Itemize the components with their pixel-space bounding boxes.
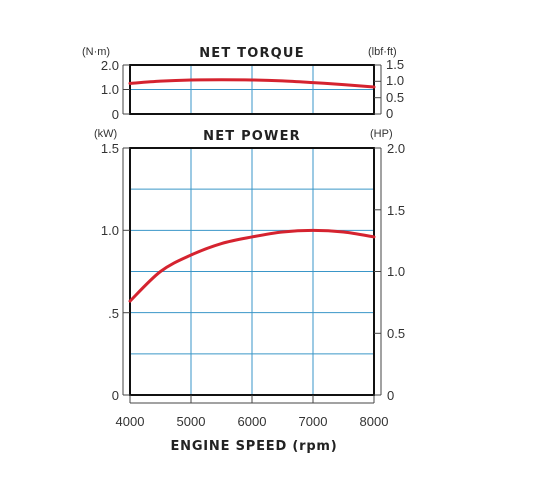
- power-right-tick-label-0: 0: [387, 388, 394, 403]
- power-right-tick-label-4: 2.0: [387, 141, 405, 156]
- power-right-tick-label-2: 1.0: [387, 264, 405, 279]
- power-left-unit: (kW): [94, 128, 117, 140]
- power-left-tick-label-2: 1.0: [101, 223, 119, 238]
- torque-left-unit: (N·m): [82, 46, 110, 58]
- torque-left-tick-label-2: 2.0: [101, 58, 119, 73]
- torque-title: NET TORQUE: [199, 46, 305, 61]
- torque-right-tick-label-2: 1.0: [386, 73, 404, 88]
- x-tick-label-3: 7000: [299, 414, 328, 429]
- torque-left-axis: 0 1.0 2.0: [101, 58, 130, 122]
- power-panel: NET POWER (kW) (HP) 0 .5 1.0 1.5 0 0.5 1…: [94, 128, 405, 403]
- power-right-tick-label-1: 0.5: [387, 326, 405, 341]
- torque-panel: NET TORQUE (N·m) (lbf·ft) 0 1.0 2.0 0 0.…: [82, 46, 404, 122]
- power-curve: [128, 228, 376, 303]
- power-right-tick-label-3: 1.5: [387, 203, 405, 218]
- torque-right-tick-label-1: 0.5: [386, 90, 404, 105]
- x-tick-label-0: 4000: [116, 414, 145, 429]
- torque-right-tick-label-3: 1.5: [386, 57, 404, 72]
- power-left-axis: 0 .5 1.0 1.5: [101, 141, 130, 403]
- power-left-tick-label-3: 1.5: [101, 141, 119, 156]
- power-right-axis: 0 0.5 1.0 1.5 2.0: [374, 141, 405, 403]
- x-axis-title: ENGINE SPEED (rpm): [170, 439, 337, 454]
- torque-right-axis: 0 0.5 1.0 1.5: [374, 57, 404, 121]
- x-tick-label-4: 8000: [360, 414, 389, 429]
- torque-left-tick-label-0: 0: [112, 107, 119, 122]
- torque-curve: [128, 78, 376, 89]
- x-axis: 4000 5000 6000 7000 8000 ENGINE SPEED (r…: [116, 395, 389, 454]
- x-tick-label-1: 5000: [177, 414, 206, 429]
- power-right-unit: (HP): [370, 128, 393, 140]
- torque-right-tick-label-0: 0: [386, 106, 393, 121]
- power-title: NET POWER: [203, 129, 301, 144]
- power-left-tick-label-1: .5: [108, 306, 119, 321]
- x-tick-label-2: 6000: [238, 414, 267, 429]
- power-left-tick-label-0: 0: [112, 388, 119, 403]
- torque-left-tick-label-1: 1.0: [101, 82, 119, 97]
- torque-gridlines: [130, 65, 374, 114]
- power-gridlines: [130, 148, 374, 395]
- torque-right-unit: (lbf·ft): [368, 46, 397, 58]
